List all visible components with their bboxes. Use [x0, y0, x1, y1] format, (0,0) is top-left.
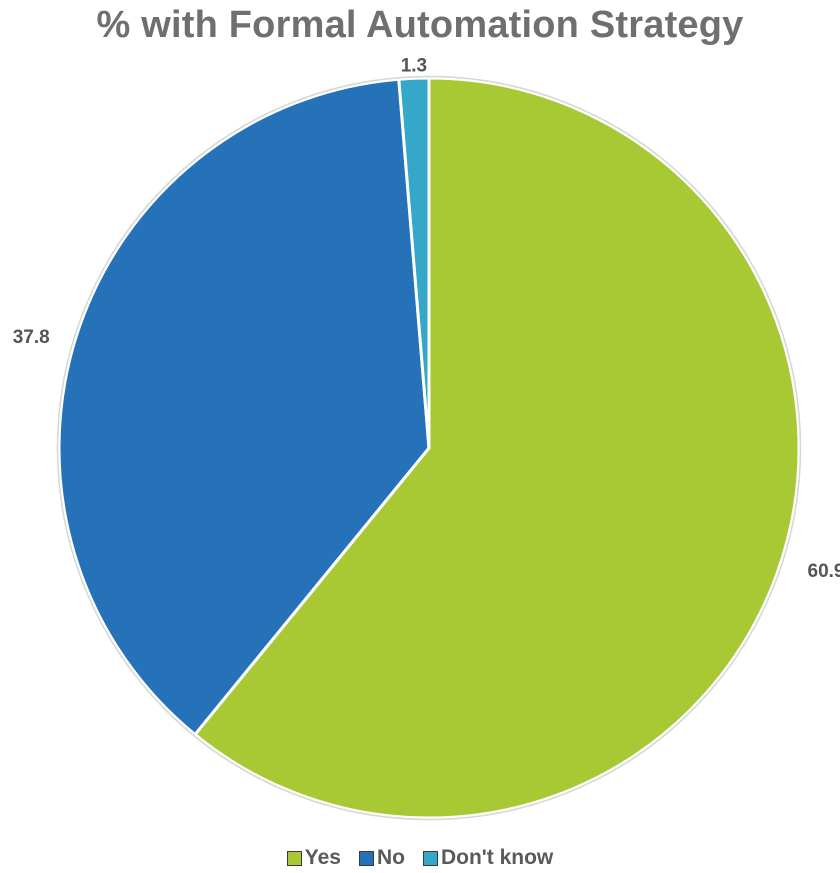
pie-slice-yes [192, 76, 801, 820]
chart-title: % with Formal Automation Strategy [96, 4, 744, 46]
legend-swatch-yes [286, 850, 302, 866]
legend-item-no: No [358, 846, 405, 870]
legend-label-no: No [376, 846, 405, 869]
pie-outline [56, 75, 802, 821]
legend-item-don-t-know: Don't know [422, 846, 554, 870]
pie-slice-don-t-know [397, 76, 431, 449]
legend-swatch-don-t-know [422, 850, 438, 866]
legend-label-don-t-know: Don't know [440, 846, 554, 869]
legend-label-yes: Yes [304, 846, 341, 869]
legend-item-yes: Yes [286, 846, 341, 870]
pie-chart: 60.9 37.8 1.3 [13, 55, 840, 821]
data-label-no: 37.8 [13, 327, 50, 348]
data-label-yes: 60.9 [808, 561, 840, 582]
data-label-don-t-know: 1.3 [401, 55, 427, 76]
legend: Yes No Don't know [0, 846, 840, 870]
pie-slice-no [57, 77, 431, 737]
legend-swatch-no [358, 850, 374, 866]
